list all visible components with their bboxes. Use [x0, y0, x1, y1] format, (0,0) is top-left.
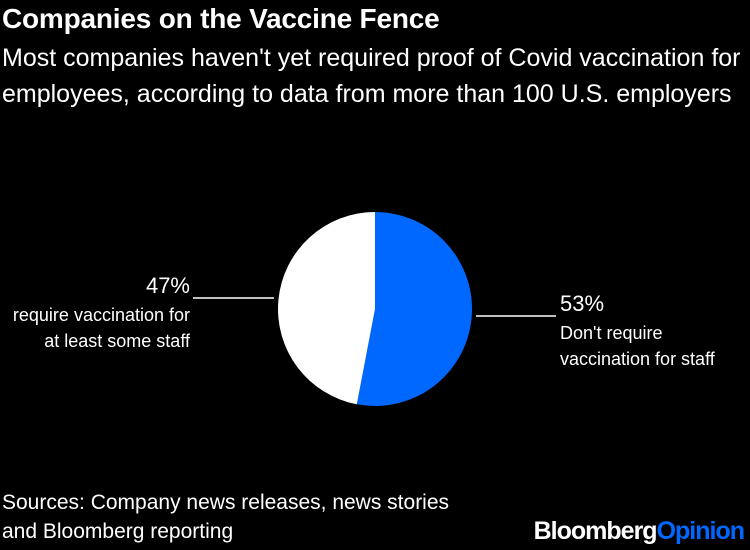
slice-label-require-line2: at least some staff — [44, 331, 191, 351]
brand-opinion: Opinion — [656, 517, 745, 545]
pie-slice-require — [278, 212, 375, 405]
slice-label-require-line1: require vaccination for — [13, 305, 190, 325]
chart-title: Companies on the Vaccine Fence — [2, 3, 440, 34]
pie-slices — [278, 212, 472, 406]
slice-label-dont-require-line1: Don't require — [560, 323, 663, 343]
pie-slice-dont-require — [356, 212, 472, 406]
value-label-dont-require: 53% — [560, 291, 604, 316]
slice-label-dont-require-line2: vaccination for staff — [560, 349, 716, 369]
value-label-require: 47% — [146, 273, 190, 298]
pie-chart: 53% Don't require vaccination for staff … — [13, 212, 716, 406]
bloomberg-opinion-logo: BloombergOpinion — [533, 517, 745, 546]
brand-bloomberg: Bloomberg — [533, 517, 658, 545]
chart-subtitle: Most companies haven't yet required proo… — [2, 44, 741, 108]
source-note: Sources: Company news releases, news sto… — [2, 491, 450, 543]
